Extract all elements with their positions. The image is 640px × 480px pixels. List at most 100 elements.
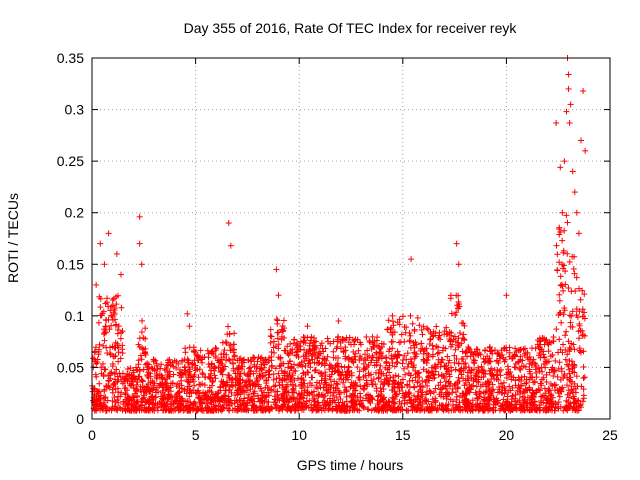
data-point	[426, 341, 433, 348]
data-point	[208, 396, 215, 403]
data-point	[272, 382, 279, 389]
data-point	[556, 224, 563, 231]
data-point	[373, 349, 380, 356]
data-point	[96, 341, 103, 348]
data-point	[432, 385, 439, 392]
data-point	[161, 367, 168, 374]
data-point	[110, 309, 117, 316]
data-point	[194, 407, 201, 414]
data-point	[153, 360, 160, 367]
data-point	[247, 364, 254, 371]
data-point	[565, 394, 572, 401]
data-point	[245, 391, 252, 398]
data-point	[143, 388, 150, 395]
data-point	[212, 397, 219, 404]
data-point	[166, 393, 173, 400]
data-point	[130, 381, 137, 388]
data-point	[220, 392, 227, 399]
data-point	[193, 390, 200, 397]
data-point	[111, 405, 118, 412]
data-point	[134, 378, 141, 385]
data-point	[145, 405, 152, 412]
data-point	[166, 368, 173, 375]
data-point	[556, 336, 563, 343]
data-point	[179, 358, 186, 365]
data-point	[129, 378, 136, 385]
y-tick-label: 0.05	[57, 359, 84, 375]
data-point	[188, 390, 195, 397]
data-point	[111, 353, 118, 360]
data-point	[564, 250, 571, 257]
data-point	[114, 342, 121, 349]
data-point	[243, 378, 250, 385]
data-point	[345, 363, 352, 370]
data-point	[154, 372, 161, 379]
data-point-peak	[275, 292, 282, 299]
x-axis-label: GPS time / hours	[297, 457, 404, 473]
data-point	[176, 372, 183, 379]
data-point	[141, 350, 148, 357]
data-point	[366, 337, 373, 344]
data-point-peak	[335, 318, 342, 325]
data-point	[196, 366, 203, 373]
data-point	[113, 301, 120, 308]
data-point	[107, 375, 114, 382]
data-point	[389, 394, 396, 401]
data-point	[191, 399, 198, 406]
data-point	[185, 357, 192, 364]
data-point	[227, 342, 234, 349]
x-tick-label: 10	[291, 427, 307, 443]
data-point-peak	[118, 271, 125, 278]
data-point	[102, 405, 109, 412]
data-point-peak	[97, 240, 104, 247]
data-point	[136, 335, 143, 342]
data-point	[166, 407, 173, 414]
x-tick-label: 0	[88, 427, 96, 443]
data-point	[201, 396, 208, 403]
data-point	[228, 389, 235, 396]
data-point	[158, 393, 165, 400]
x-tick-label: 20	[499, 427, 515, 443]
data-point	[228, 377, 235, 384]
data-point	[96, 380, 103, 387]
data-point-peak	[571, 189, 578, 196]
data-point	[330, 348, 337, 355]
data-point	[100, 371, 107, 378]
data-point	[554, 251, 561, 258]
data-point	[173, 365, 180, 372]
data-point	[92, 358, 99, 365]
data-point-peak	[557, 164, 564, 171]
data-point	[566, 258, 573, 265]
data-point	[550, 334, 557, 341]
data-point	[109, 296, 116, 303]
data-point	[100, 331, 107, 338]
data-point	[195, 394, 202, 401]
data-point	[559, 237, 566, 244]
data-point	[192, 367, 199, 374]
data-point	[208, 389, 215, 396]
data-point	[149, 401, 156, 408]
data-point	[178, 377, 185, 384]
data-point	[183, 404, 190, 411]
data-point	[97, 304, 104, 311]
data-point	[91, 402, 98, 409]
data-point	[565, 285, 572, 292]
data-point	[97, 295, 104, 302]
data-point	[106, 326, 113, 333]
data-point	[173, 395, 180, 402]
data-point	[107, 351, 114, 358]
data-point	[563, 328, 570, 335]
data-point	[219, 339, 226, 346]
data-point	[129, 398, 136, 405]
data-point	[107, 307, 114, 314]
data-point	[177, 401, 184, 408]
data-point	[374, 334, 381, 341]
data-point	[118, 304, 125, 311]
data-point-peak	[225, 220, 232, 227]
data-point	[139, 317, 146, 324]
data-point	[322, 371, 329, 378]
data-point	[106, 350, 113, 357]
data-point	[181, 386, 188, 393]
data-point	[186, 393, 193, 400]
data-point	[142, 351, 149, 358]
